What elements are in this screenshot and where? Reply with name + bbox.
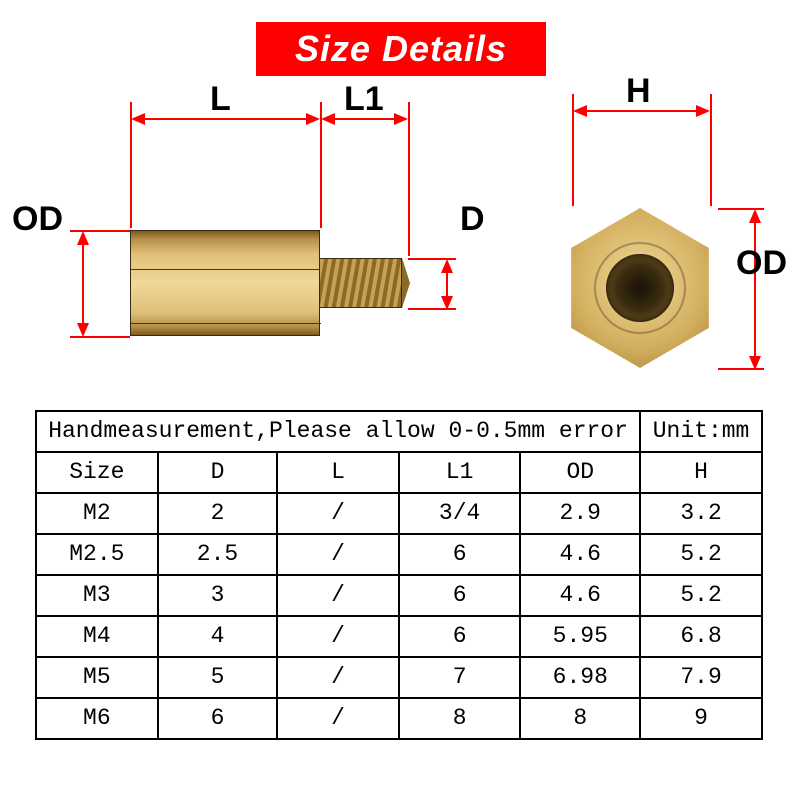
table-cell: 5.2 [640, 534, 762, 575]
dim-line-OD-left [82, 238, 84, 330]
arrow-icon [394, 113, 408, 125]
table-note: Handmeasurement,Please allow 0-0.5mm err… [36, 411, 640, 452]
standoff-side-view [130, 218, 420, 348]
table-cell: 6 [399, 616, 521, 657]
arrow-icon [77, 231, 89, 245]
column-header: H [640, 452, 762, 493]
table-row: M55/76.987.9 [36, 657, 762, 698]
arrow-icon [749, 209, 761, 223]
table-cell: 2.9 [520, 493, 640, 534]
label-L: L [210, 80, 231, 119]
table-cell: 2.5 [158, 534, 278, 575]
table-unit: Unit:mm [640, 411, 762, 452]
arrow-icon [441, 259, 453, 273]
table-cell: / [277, 534, 398, 575]
table-cell: / [277, 575, 398, 616]
label-L1: L1 [344, 80, 384, 119]
table-row: M44/65.956.8 [36, 616, 762, 657]
title-banner: Size Details [256, 22, 546, 76]
screw-chamfer [402, 258, 410, 308]
table-cell: 8 [399, 698, 521, 739]
screw-thread [320, 258, 402, 308]
table-cell: 4.6 [520, 575, 640, 616]
column-header: L1 [399, 452, 521, 493]
size-table: Handmeasurement,Please allow 0-0.5mm err… [35, 410, 763, 740]
dimension-diagram: L L1 OD D H OD [0, 88, 800, 368]
table-cell: / [277, 616, 398, 657]
table-cell: 6 [158, 698, 278, 739]
table-cell: 6.8 [640, 616, 762, 657]
table-cell: 6 [399, 534, 521, 575]
dim-ext-H-right [710, 94, 712, 206]
table-row: M2.52.5/64.65.2 [36, 534, 762, 575]
table-cell: 6.98 [520, 657, 640, 698]
column-header: D [158, 452, 278, 493]
table-cell: M2.5 [36, 534, 158, 575]
table-cell: 3.2 [640, 493, 762, 534]
table-cell: M6 [36, 698, 158, 739]
table-cell: 4.6 [520, 534, 640, 575]
arrow-icon [749, 356, 761, 370]
arrow-icon [306, 113, 320, 125]
table-cell: 3/4 [399, 493, 521, 534]
table-cell: 2 [158, 493, 278, 534]
table-cell: M4 [36, 616, 158, 657]
table-cell: 5.95 [520, 616, 640, 657]
table-cell: M3 [36, 575, 158, 616]
table-cell: / [277, 493, 398, 534]
label-H: H [626, 72, 651, 111]
dim-ext-L1-right [408, 102, 410, 256]
table-cell: 4 [158, 616, 278, 657]
column-header: Size [36, 452, 158, 493]
table-cell: 8 [520, 698, 640, 739]
threaded-hole [606, 254, 674, 322]
table-cell: 7.9 [640, 657, 762, 698]
arrow-icon [573, 105, 587, 117]
arrow-icon [441, 296, 453, 310]
arrow-icon [131, 113, 145, 125]
table-cell: M5 [36, 657, 158, 698]
table-cell: 9 [640, 698, 762, 739]
column-header: OD [520, 452, 640, 493]
table-cell: M2 [36, 493, 158, 534]
label-D: D [460, 200, 485, 239]
arrow-icon [696, 105, 710, 117]
label-OD-left: OD [12, 200, 63, 239]
label-OD-right: OD [736, 244, 787, 283]
table-cell: / [277, 657, 398, 698]
table-cell: 7 [399, 657, 521, 698]
dim-line-OD-right [754, 216, 756, 362]
table-cell: 6 [399, 575, 521, 616]
table-cell: 5 [158, 657, 278, 698]
arrow-icon [77, 323, 89, 337]
column-header: L [277, 452, 398, 493]
table-cell: 5.2 [640, 575, 762, 616]
hex-body [130, 230, 320, 336]
table-row: M66/889 [36, 698, 762, 739]
arrow-icon [321, 113, 335, 125]
table-row: M33/64.65.2 [36, 575, 762, 616]
table-row: M22/3/42.93.2 [36, 493, 762, 534]
standoff-top-view [560, 198, 720, 378]
table-cell: / [277, 698, 398, 739]
table-cell: 3 [158, 575, 278, 616]
